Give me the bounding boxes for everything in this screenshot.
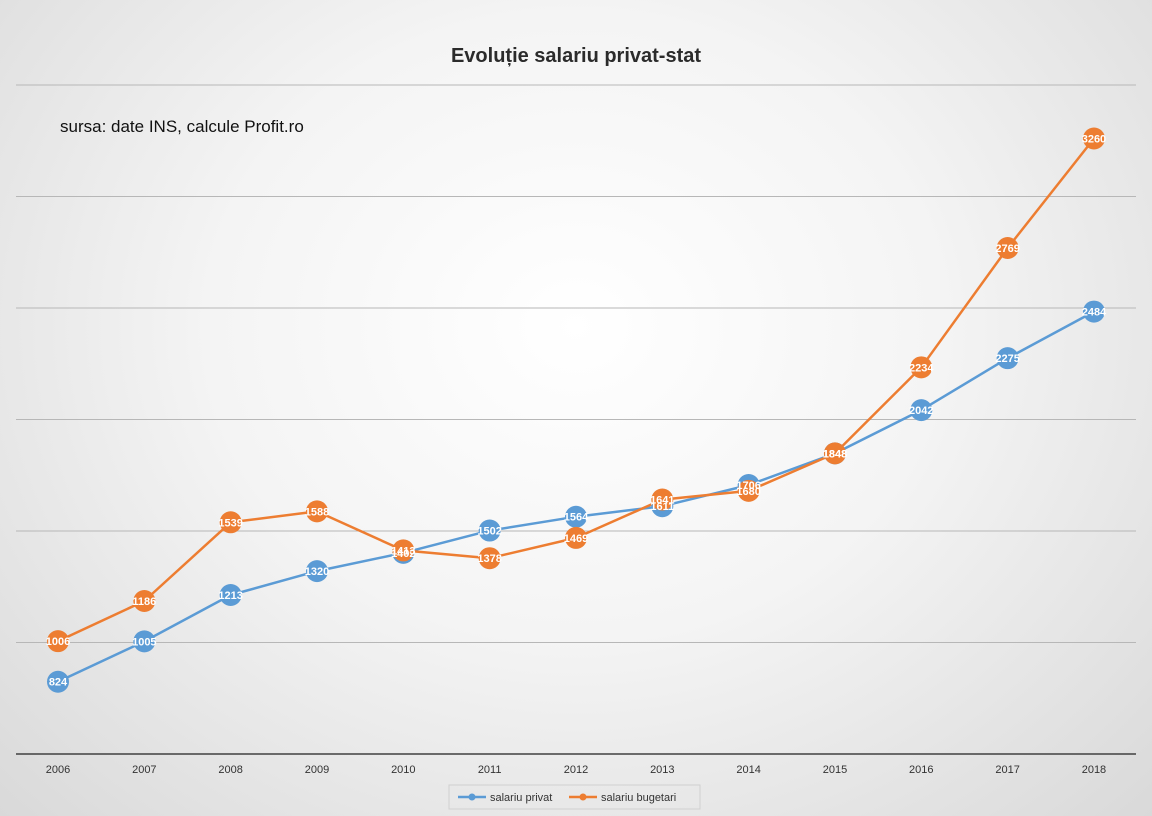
data-point <box>1082 300 1105 323</box>
data-label: 1848 <box>823 448 847 460</box>
series-line <box>57 310 1095 683</box>
data-point <box>392 539 415 562</box>
data-label: 1186 <box>132 596 156 608</box>
data-label: 1320 <box>305 566 329 578</box>
data-label: 1006 <box>46 636 70 648</box>
data-label: 824 <box>49 677 68 689</box>
x-tick-label: 2018 <box>1082 764 1106 776</box>
x-tick-label: 2010 <box>391 764 415 776</box>
source-annotation: sursa: date INS, calcule Profit.ro <box>60 117 304 136</box>
data-point <box>47 630 69 653</box>
data-point <box>305 560 328 583</box>
series-lines <box>47 127 1105 693</box>
x-tick-label: 2007 <box>132 764 156 776</box>
chart-title: Evoluție salariu privat-stat <box>451 45 701 67</box>
data-point <box>478 547 501 570</box>
data-point <box>219 584 242 607</box>
legend-label: salariu privat <box>490 792 552 804</box>
data-label: 1641 <box>650 495 674 507</box>
data-label: 2769 <box>995 243 1019 255</box>
x-tick-label: 2016 <box>909 764 933 776</box>
data-point <box>219 511 242 534</box>
data-point <box>478 519 501 542</box>
x-tick-label: 2011 <box>478 764 502 776</box>
data-point <box>651 488 674 511</box>
x-tick-label: 2008 <box>218 764 242 776</box>
data-point <box>133 590 156 613</box>
data-label: 3260 <box>1082 134 1106 146</box>
legend-label: salariu bugetari <box>601 792 676 804</box>
x-axis: 2006 2007 2008 2009 2010 2011 2012 2013 2014 2015… <box>16 753 1136 776</box>
legend-swatch-marker <box>468 793 476 801</box>
data-point <box>564 526 587 549</box>
legend: salariu privat salariu bugetari <box>448 784 701 810</box>
data-label: 2042 <box>909 405 933 417</box>
x-tick-label: 2015 <box>823 764 847 776</box>
data-label: 1502 <box>477 526 501 538</box>
data-point <box>996 347 1019 370</box>
data-label: 1413 <box>391 545 415 557</box>
x-tick-label: 2009 <box>305 764 329 776</box>
data-point <box>1082 127 1105 150</box>
data-label: 1611 <box>650 501 674 513</box>
legend-box <box>448 784 701 810</box>
data-label: 1213 <box>218 590 242 602</box>
data-label: 1539 <box>218 517 242 529</box>
x-tick-label: 2013 <box>650 764 674 776</box>
data-point <box>737 479 760 502</box>
data-label: 1564 <box>564 512 589 524</box>
data-label: 1706 <box>736 480 760 492</box>
data-label: 2234 <box>909 362 934 374</box>
data-label: 2484 <box>1082 307 1107 319</box>
data-label: 1680 <box>736 486 760 498</box>
data-label: 1588 <box>305 506 329 518</box>
series-line <box>57 137 1095 643</box>
data-point <box>47 670 69 693</box>
data-point <box>305 500 328 523</box>
data-label: 1005 <box>132 636 156 648</box>
x-tick-label: 2012 <box>564 764 588 776</box>
x-tick-label: 2006 <box>46 764 70 776</box>
data-point <box>910 399 933 422</box>
data-point <box>996 237 1019 260</box>
legend-swatch-marker <box>579 793 587 801</box>
data-labels: 824 1005 1213 1320 1402 1502 1564 1611 1706 1848 2… <box>46 134 1107 689</box>
data-label: 1469 <box>564 533 588 545</box>
x-tick-label: 2014 <box>736 764 760 776</box>
data-point <box>910 356 933 379</box>
data-label: 1848 <box>823 448 847 460</box>
x-tick-label: 2017 <box>995 764 1019 776</box>
gridlines <box>16 84 1136 643</box>
data-label: 2275 <box>995 353 1019 365</box>
data-point <box>823 442 846 465</box>
data-label: 1378 <box>477 553 501 565</box>
data-point <box>564 505 587 528</box>
data-label: 1402 <box>391 548 415 560</box>
data-point <box>133 630 156 653</box>
